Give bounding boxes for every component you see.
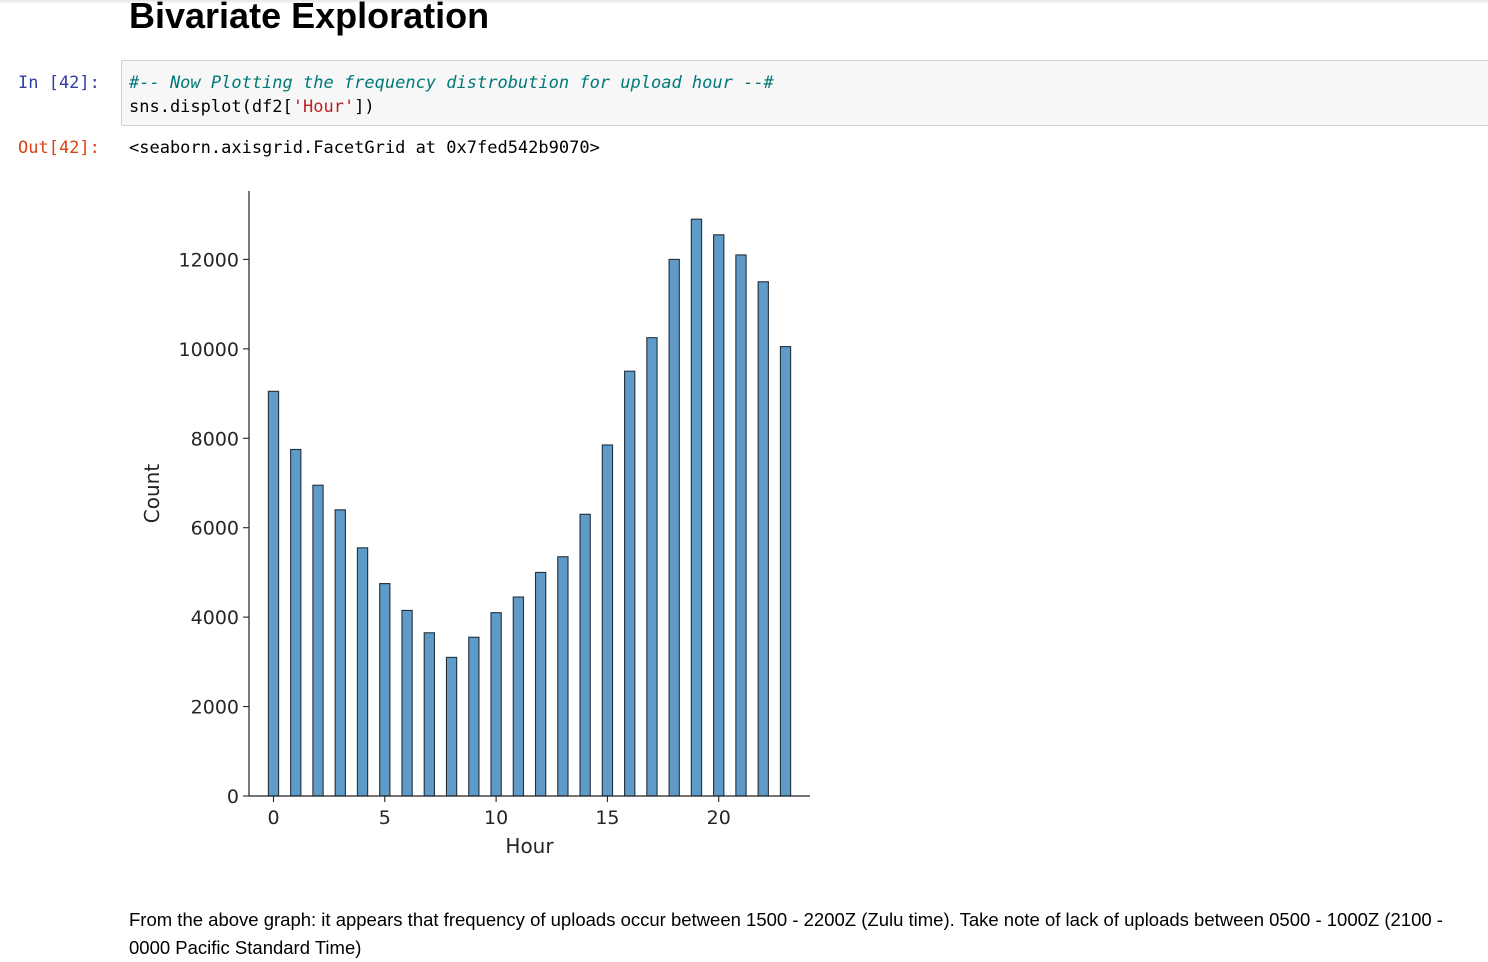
- y-tick-label: 6000: [191, 518, 239, 540]
- histogram-bar-hour-17: [646, 337, 658, 797]
- code-call: sns.displot(df2[: [129, 97, 293, 117]
- y-tick-label: 12000: [179, 249, 239, 271]
- x-tick-label: 15: [595, 807, 619, 829]
- code-cell[interactable]: #-- Now Plotting the frequency distrobut…: [121, 60, 1488, 126]
- x-tick-label: 5: [379, 807, 391, 829]
- x-tick-label: 0: [267, 807, 279, 829]
- histogram-bar-hour-12: [534, 571, 547, 797]
- y-tick-label: 2000: [191, 697, 239, 719]
- analysis-note: From the above graph: it appears that fr…: [129, 909, 1443, 958]
- code-statement: sns.displot(df2['Hour']): [129, 96, 375, 118]
- histogram-bar-hour-6: [401, 609, 413, 797]
- code-string-literal: 'Hour': [292, 97, 355, 117]
- histogram-bar-hour-21: [735, 254, 747, 797]
- x-axis-label: Hour: [505, 834, 554, 858]
- code-call-end: ]): [354, 97, 375, 117]
- output-repr: <seaborn.axisgrid.FacetGrid at 0x7fed542…: [129, 138, 600, 158]
- section-heading: Bivariate Exploration: [129, 0, 490, 36]
- y-tick-label: 10000: [179, 339, 239, 361]
- y-tick-label: 4000: [191, 607, 239, 629]
- histogram-bar-hour-14: [579, 513, 591, 797]
- histogram-bar-hour-2: [312, 484, 324, 797]
- histogram-bar-hour-5: [379, 583, 391, 797]
- histogram-bar-hour-1: [290, 448, 302, 797]
- y-axis-label: Count: [140, 464, 164, 524]
- histogram-bar-hour-13: [557, 556, 569, 797]
- y-tick-label: 8000: [191, 428, 239, 450]
- code-comment: #-- Now Plotting the frequency distrobut…: [129, 73, 774, 93]
- histogram-bar-hour-23: [779, 346, 792, 797]
- histogram-bar-hour-20: [713, 234, 725, 797]
- histogram-bar-hour-3: [334, 509, 346, 797]
- histogram-bar-hour-22: [757, 281, 769, 797]
- histogram-bar-hour-4: [356, 547, 369, 797]
- input-prompt: In [42]:: [18, 73, 100, 93]
- histogram-bar-hour-19: [690, 218, 703, 797]
- histogram-bar-hour-8: [445, 656, 458, 797]
- histogram-chart: 0 2000 4000 6000 8000 10000 12000 0 5 10 15 20 Hour C…: [140, 191, 810, 858]
- notebook-header-shadow: [0, 0, 1488, 4]
- histogram-bar-hour-0: [267, 390, 280, 797]
- histogram-bar-hour-7: [423, 632, 435, 797]
- histogram-bar-hour-16: [624, 370, 636, 797]
- histogram-bar-hour-10: [490, 612, 502, 797]
- y-tick-label: 0: [227, 786, 239, 808]
- histogram-bar-hour-11: [512, 596, 525, 797]
- histogram-bar-hour-18: [668, 258, 680, 797]
- x-tick-label: 10: [484, 807, 508, 829]
- x-tick-label: 20: [707, 807, 731, 829]
- output-prompt: Out[42]:: [18, 138, 100, 158]
- histogram-bar-hour-9: [468, 636, 480, 797]
- histogram-bar-hour-15: [601, 444, 614, 797]
